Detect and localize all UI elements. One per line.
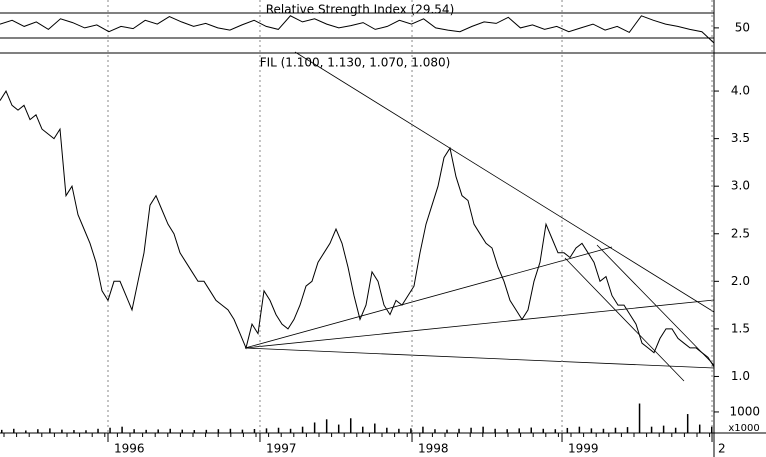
volume-bar [145, 429, 147, 433]
volume-bar [25, 430, 27, 433]
volume-bar [349, 418, 352, 433]
volume-bar [253, 429, 256, 433]
price-line [0, 15, 715, 44]
volume-bar [566, 427, 569, 433]
volume-bar [602, 428, 605, 433]
volume-bar [470, 427, 472, 433]
volume-bar [229, 428, 232, 433]
volume-bar [482, 426, 484, 433]
trend-lines [244, 51, 715, 382]
price-line [0, 90, 715, 368]
volume-bar [169, 428, 171, 433]
volume-bar [85, 430, 87, 433]
volume-bar [686, 414, 689, 433]
trend-line [564, 257, 685, 382]
volume-bar [181, 429, 184, 433]
volume-bar [49, 428, 51, 433]
volume-bar [241, 429, 244, 433]
volume-bar [13, 428, 15, 433]
trend-line [244, 246, 613, 349]
trend-line [244, 299, 715, 349]
volume-bar [530, 427, 532, 433]
price-title: FIL (1.100, 1.130, 1.070, 1.080) [260, 56, 451, 70]
x-tick-label: 1997 [266, 442, 297, 456]
y-tick-label: 4.0 [731, 84, 750, 98]
trend-line [596, 244, 715, 366]
volume-bar [650, 426, 653, 433]
y-tick-label: 3.0 [731, 179, 750, 193]
x-tick-label: 1998 [418, 442, 449, 456]
volume-bar [458, 428, 460, 433]
trend-line [294, 51, 715, 313]
volume-bar [313, 422, 316, 433]
trend-line [244, 347, 715, 369]
volume-bar [590, 428, 593, 433]
volume-bar [410, 428, 412, 433]
y-tick-label: 50 [735, 20, 750, 34]
y-tick-label: 1.5 [731, 321, 750, 335]
rsi-title: Relative Strength Index (29.54) [266, 3, 455, 17]
volume-bar [494, 428, 496, 433]
volume-bar [265, 428, 268, 433]
x-tick-label: 2 [718, 442, 726, 456]
volume-bar [518, 428, 520, 433]
volume-bar [422, 426, 424, 433]
volume-bar [614, 427, 617, 433]
volume-bar [626, 427, 629, 433]
volume-bar [97, 428, 99, 433]
volume-bar [674, 427, 677, 433]
y-tick-label: 1000 [729, 404, 760, 418]
volume-bar [289, 428, 292, 433]
volume-unit: x1000 [728, 423, 759, 434]
volume-bar [578, 426, 581, 433]
volume-bar [374, 423, 376, 433]
volume-bar [157, 429, 159, 433]
volume-bar [386, 427, 388, 433]
volume-bar [37, 429, 39, 433]
y-tick-label: 3.5 [731, 131, 750, 145]
volume-bar [133, 429, 135, 433]
y-tick-label: 2.0 [731, 274, 750, 288]
volume-bar [121, 426, 123, 433]
volume-bar [193, 430, 196, 433]
volume-bar [337, 424, 340, 433]
volume-bar [277, 427, 280, 433]
volume-bar [698, 424, 701, 433]
volume-bar [205, 429, 208, 433]
volume-bar [109, 427, 111, 433]
x-minor-ticks [3, 433, 711, 437]
volume-bar [711, 426, 713, 433]
x-tick-label: 1996 [114, 442, 145, 456]
volume-bar [217, 429, 220, 433]
volume-bar [506, 429, 508, 433]
volume-bar [662, 425, 665, 433]
y-tick-label: 1.0 [731, 369, 750, 383]
y-tick-label: 2.5 [731, 226, 750, 240]
volume-bar [362, 426, 364, 433]
volume-bar [446, 429, 448, 433]
x-tick-label: 1999 [568, 442, 599, 456]
volume-bar [73, 430, 75, 433]
volume-bar [554, 429, 557, 433]
volume-bar [61, 429, 63, 433]
volume-bar [1, 429, 3, 433]
volume-bar [325, 419, 328, 433]
volume-bar [638, 403, 641, 433]
volume-bar [542, 428, 545, 433]
volume-bar [434, 429, 436, 433]
volume-bar [301, 426, 304, 433]
volume-bar [398, 428, 400, 433]
